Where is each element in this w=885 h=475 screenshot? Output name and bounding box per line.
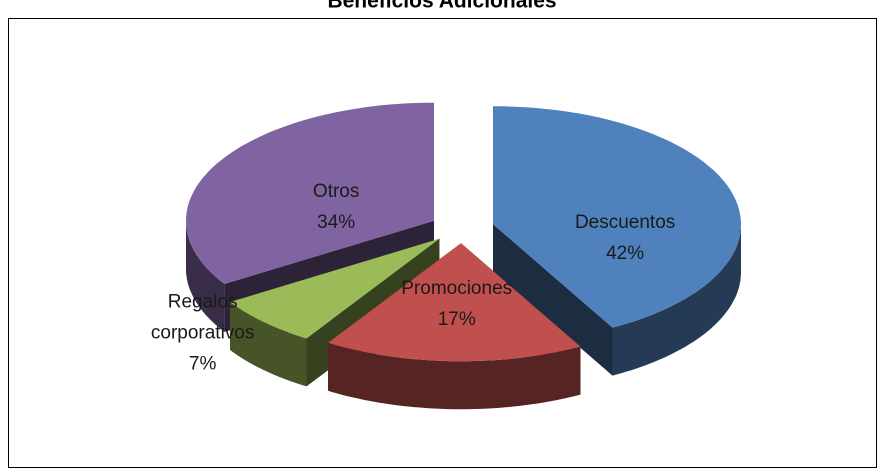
value-label: 42% bbox=[606, 243, 645, 265]
slice-side bbox=[186, 220, 225, 332]
slice-side bbox=[230, 302, 307, 387]
value-label: 7% bbox=[188, 353, 217, 375]
data-label: Regalos corporativos 7% bbox=[133, 287, 273, 380]
value-label: 34% bbox=[317, 212, 356, 234]
category-label: Promociones bbox=[401, 278, 513, 300]
slice bbox=[493, 106, 741, 328]
data-label: Otros 34% bbox=[256, 176, 416, 238]
slice bbox=[186, 102, 434, 284]
chart-title: Beneficios Adicionales bbox=[327, 0, 556, 13]
slice-cut-face bbox=[493, 224, 613, 376]
slice-side bbox=[328, 342, 581, 410]
data-label: Promociones 17% bbox=[377, 273, 537, 335]
slice bbox=[230, 238, 440, 339]
value-label: 17% bbox=[437, 309, 476, 331]
category-label: Otros bbox=[312, 181, 360, 203]
category-label: Regalos corporativos bbox=[150, 291, 255, 344]
slice bbox=[328, 243, 581, 362]
data-label: Descuentos 42% bbox=[545, 207, 705, 269]
category-label: Descuentos bbox=[574, 212, 676, 234]
slice-side bbox=[612, 224, 741, 376]
